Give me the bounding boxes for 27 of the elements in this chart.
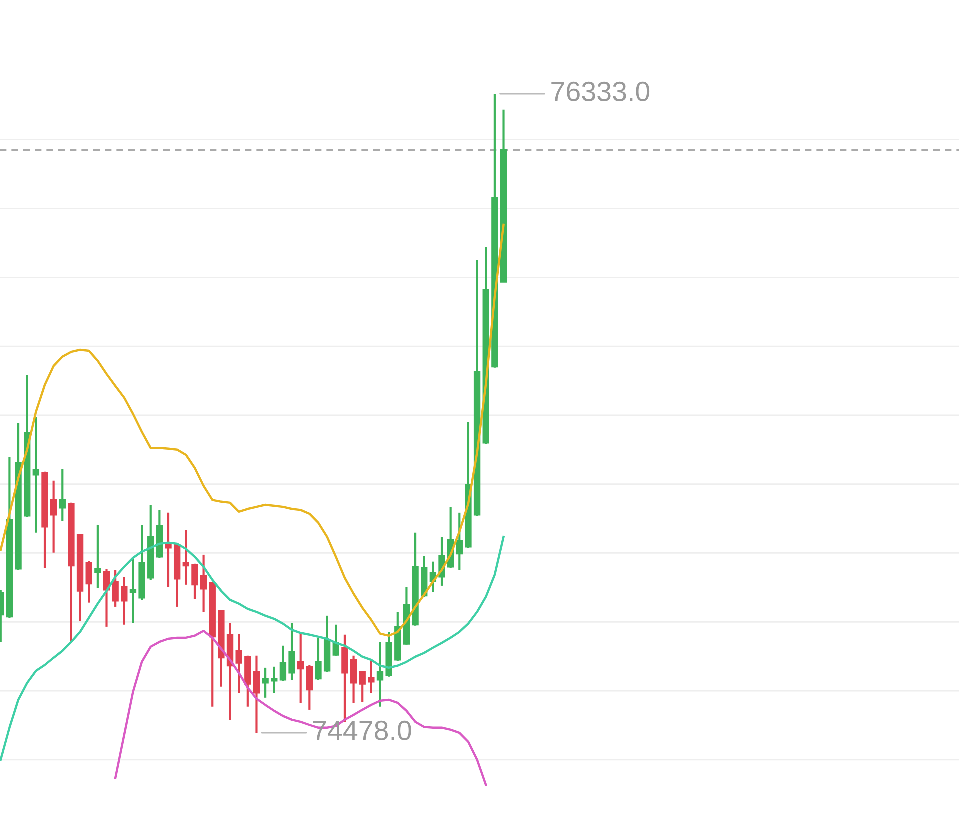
candlestick <box>350 654 358 704</box>
candlestick <box>59 468 66 522</box>
candlestick <box>121 576 128 626</box>
candlestick <box>112 569 119 608</box>
candlestick <box>200 554 208 614</box>
candlestick <box>236 633 242 694</box>
candlestick <box>456 512 463 572</box>
candlestick <box>32 416 40 534</box>
annotation: 74478.0 <box>313 720 412 741</box>
candlestick <box>86 560 92 604</box>
candlestick <box>271 666 278 694</box>
candlestick <box>182 529 190 586</box>
candlestick <box>306 664 314 712</box>
candlestick <box>288 622 296 682</box>
text: 76333.0 <box>552 82 650 102</box>
candlestick <box>103 568 110 628</box>
candlestick <box>376 641 384 708</box>
candlestick <box>50 480 58 554</box>
candlestick <box>298 631 304 704</box>
candlestick <box>192 562 198 600</box>
candlestick <box>130 558 137 624</box>
candlestick <box>253 654 260 734</box>
candlestick <box>359 670 366 704</box>
candlestick <box>315 636 322 682</box>
candlestick <box>262 666 269 699</box>
candlestick <box>94 524 102 590</box>
candlestick <box>280 644 287 682</box>
